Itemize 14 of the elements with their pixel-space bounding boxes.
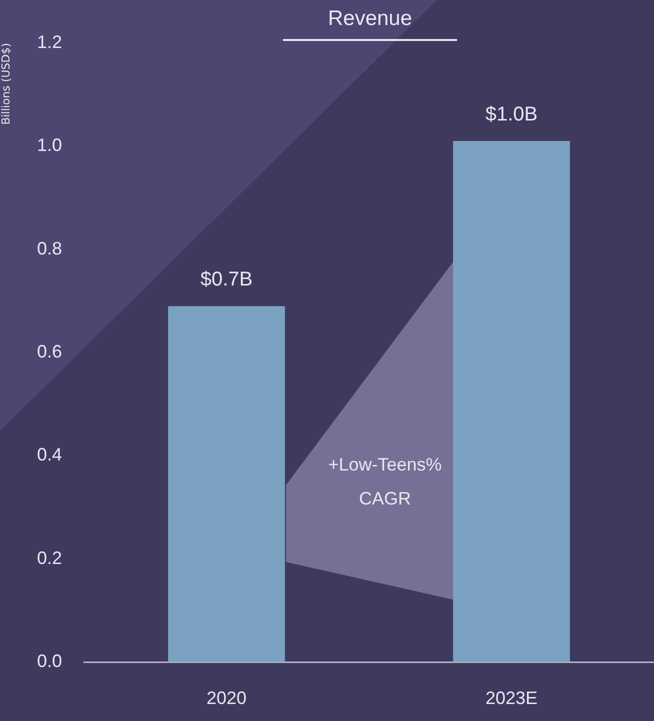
y-axis-title: Billions (USD$) [0, 43, 12, 125]
x-tick-label: 2020 [206, 688, 247, 708]
y-tick-label: 0.4 [36, 444, 62, 465]
y-tick-label: 0.2 [36, 548, 62, 568]
annotation: +Low-Teens% CAGR [328, 454, 442, 509]
y-tick-label: 0.8 [36, 238, 62, 258]
x-tick-label: 2023E [485, 688, 538, 708]
y-tick-label: 1.2 [36, 32, 62, 52]
chart-title: Revenue [283, 6, 457, 41]
data-label: $1.0B [485, 104, 538, 126]
y-tick-label: 0.6 [36, 341, 62, 362]
y-tick-label: 1.0 [36, 135, 62, 156]
y-tick-label: 0.0 [36, 650, 62, 671]
data-label: $0.7B [200, 268, 253, 291]
